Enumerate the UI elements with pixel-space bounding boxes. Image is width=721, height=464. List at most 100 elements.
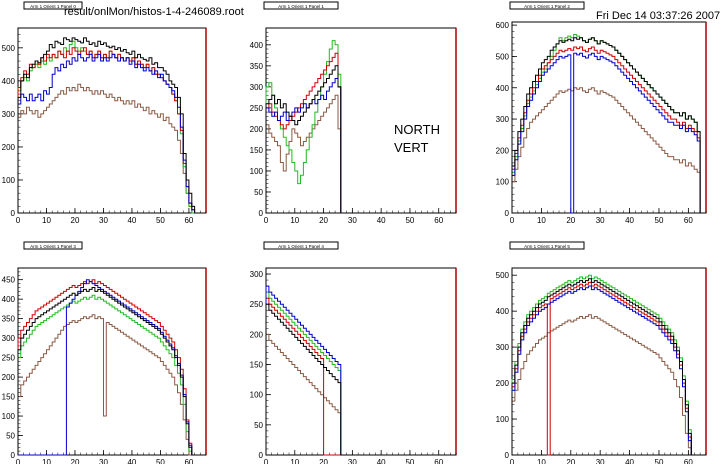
y-tick-label: 250: [250, 104, 264, 113]
y-tick-label: 50: [254, 188, 263, 197]
panel-title: Arm 1 Orient 1 Panel 2: [524, 4, 570, 9]
y-tick-label: 150: [2, 393, 16, 402]
x-tick-label: 0: [16, 458, 21, 464]
x-tick-label: 30: [596, 216, 605, 225]
x-tick-label: 0: [264, 216, 269, 225]
x-tick-label: 10: [290, 216, 299, 225]
series-black: [511, 278, 706, 456]
x-tick-label: 40: [625, 458, 634, 464]
x-tick-label: 10: [537, 216, 546, 225]
panel-title-box: [263, 1, 339, 10]
x-tick-label: 60: [184, 216, 193, 225]
y-tick-label: 0: [505, 451, 510, 460]
histogram-panel-3: Arm 1 Orient 1 Panel 3050100150200250300…: [2, 241, 207, 464]
x-tick-label: 50: [156, 458, 165, 464]
x-tick-label: 30: [348, 216, 357, 225]
panel-title-box: [263, 241, 339, 250]
y-tick-label: 400: [496, 307, 510, 316]
x-tick-label: 40: [377, 458, 386, 464]
panel-title: Arm 1 Orient 1 Panel 4: [278, 244, 324, 249]
x-tick-label: 20: [566, 458, 575, 464]
histogram-panel-1: Arm 1 Orient 1 Panel 1050100150200250300…: [250, 1, 457, 225]
x-tick-label: 0: [264, 458, 269, 464]
x-tick-label: 20: [319, 458, 328, 464]
y-tick-label: 300: [250, 270, 264, 279]
series-black: [17, 287, 206, 456]
x-tick-label: 10: [537, 458, 546, 464]
series-blue: [511, 52, 706, 214]
y-tick-label: 200: [250, 330, 264, 339]
x-tick-label: 20: [566, 216, 575, 225]
series-green: [265, 40, 456, 214]
y-tick-label: 300: [496, 115, 510, 124]
y-tick-label: 50: [6, 432, 15, 441]
x-tick-label: 20: [71, 216, 80, 225]
y-tick-label: 500: [496, 271, 510, 280]
series-brown: [17, 83, 206, 214]
series-green: [17, 40, 206, 214]
plot-frame: [265, 267, 457, 456]
series-red: [511, 46, 706, 214]
y-tick-label: 600: [496, 21, 510, 30]
y-tick-label: 0: [259, 451, 264, 460]
x-tick-label: 60: [184, 458, 193, 464]
x-tick-label: 0: [16, 216, 21, 225]
x-tick-label: 40: [127, 216, 136, 225]
y-tick-label: 250: [250, 300, 264, 309]
y-tick-label: 200: [2, 143, 16, 152]
y-tick-label: 300: [496, 343, 510, 352]
x-tick-label: 10: [42, 458, 51, 464]
y-tick-label: 150: [250, 361, 264, 370]
y-tick-label: 100: [2, 412, 16, 421]
series-brown: [511, 87, 706, 214]
x-tick-label: 10: [42, 216, 51, 225]
y-tick-label: 100: [250, 391, 264, 400]
y-tick-label: 0: [259, 209, 264, 218]
y-tick-label: 50: [254, 421, 263, 430]
series-brown: [17, 314, 206, 456]
series-red: [511, 281, 706, 456]
series-blue: [265, 78, 456, 214]
y-tick-label: 200: [2, 373, 16, 382]
y-tick-label: 500: [496, 52, 510, 61]
x-tick-label: 0: [510, 458, 515, 464]
north-label: NORTH: [394, 122, 440, 137]
x-tick-label: 30: [348, 458, 357, 464]
x-tick-label: 60: [434, 216, 443, 225]
y-tick-label: 200: [496, 146, 510, 155]
y-tick-label: 450: [2, 276, 16, 285]
series-black: [265, 65, 456, 214]
y-tick-label: 300: [2, 110, 16, 119]
panel-title: Arm 1 Orient 1 Panel 5: [524, 244, 570, 249]
panel-title: Arm 1 Orient 1 Panel 1: [278, 4, 324, 9]
x-tick-label: 30: [99, 458, 108, 464]
y-tick-label: 400: [2, 77, 16, 86]
y-tick-label: 400: [496, 84, 510, 93]
series-black: [511, 37, 706, 214]
histogram-panel-4: Arm 1 Orient 1 Panel 4050100150200250300…: [250, 241, 457, 464]
x-tick-label: 50: [405, 216, 414, 225]
series-black: [265, 303, 456, 456]
x-tick-label: 50: [156, 216, 165, 225]
x-tick-label: 50: [655, 216, 664, 225]
series-red: [17, 279, 206, 456]
y-tick-label: 150: [250, 146, 264, 155]
x-tick-label: 20: [319, 216, 328, 225]
y-tick-label: 500: [2, 44, 16, 53]
histogram-panel-5: Arm 1 Orient 1 Panel 5 0 100 200 300 400 500 0 1…: [496, 241, 707, 464]
series-blue: [18, 279, 206, 456]
y-tick-label: 0: [11, 209, 16, 218]
y-tick-label: 400: [2, 295, 16, 304]
series-brown: [265, 333, 456, 456]
series-red: [265, 297, 456, 456]
x-tick-label: 60: [684, 216, 693, 225]
y-tick-label: 100: [496, 178, 510, 187]
x-tick-label: 50: [405, 458, 414, 464]
y-tick-label: 200: [250, 125, 264, 134]
x-tick-label: 0: [510, 216, 515, 225]
x-tick-label: 50: [655, 458, 664, 464]
panel-title-box: [23, 1, 83, 10]
vert-label: VERT: [394, 140, 429, 155]
x-tick-label: 40: [625, 216, 634, 225]
